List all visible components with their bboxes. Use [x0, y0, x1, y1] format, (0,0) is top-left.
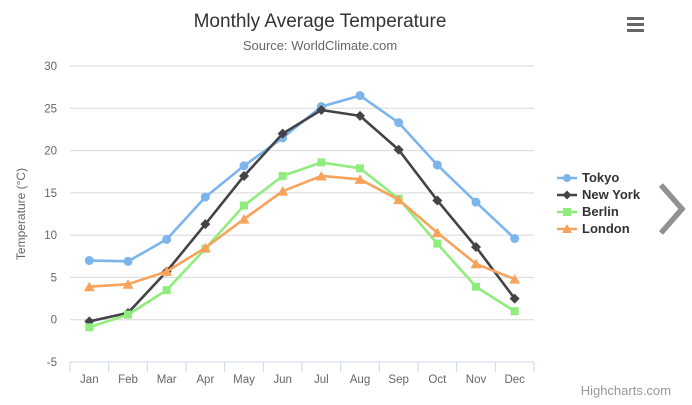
series-london[interactable] — [83, 170, 521, 292]
legend-item-label: Tokyo — [582, 170, 620, 185]
y-tick-label: 20 — [44, 146, 57, 158]
x-tick-label: Feb — [118, 374, 138, 386]
x-tick-label: Sep — [388, 374, 408, 386]
y-axis-labels: -5 0 5 10 15 20 25 30 — [44, 61, 57, 369]
x-axis: Jan Feb Mar Apr May Jun Jul Aug Sep Oct Nov Dec — [69, 361, 535, 386]
legend-marker-diamond — [557, 190, 577, 199]
legend-item-new-york[interactable]: New York — [557, 186, 640, 203]
chart-subtitle: Source: WorldClimate.com — [242, 38, 398, 53]
y-gridlines — [70, 65, 534, 363]
x-tick-label: Dec — [504, 374, 525, 386]
context-menu-button[interactable] — [623, 12, 648, 36]
y-tick-label: -5 — [47, 357, 57, 369]
legend-item-label: Berlin — [582, 204, 619, 219]
highcharts-credit-link[interactable]: Highcharts.com — [580, 383, 671, 398]
x-tick-label: Mar — [157, 374, 177, 386]
legend-item-label: New York — [582, 187, 641, 202]
chart-legend: Tokyo New York Berlin London — [557, 169, 640, 237]
x-tick-label: Jul — [314, 374, 329, 386]
y-tick-label: 5 — [51, 272, 57, 284]
y-tick-label: 0 — [51, 315, 57, 327]
x-tick-label: Aug — [350, 374, 370, 386]
x-tick-label: May — [233, 374, 255, 386]
chevron-right-icon[interactable] — [656, 180, 688, 238]
x-tick-label: Oct — [428, 374, 447, 386]
y-axis-title: Temperature (°C) — [14, 168, 28, 260]
legend-item-tokyo[interactable]: Tokyo — [557, 169, 640, 186]
x-tick-label: Jan — [80, 374, 99, 386]
chart-title: Monthly Average Temperature — [193, 11, 447, 32]
y-tick-label: 15 — [44, 188, 57, 200]
legend-item-london[interactable]: London — [557, 220, 640, 237]
legend-marker-triangle — [557, 223, 577, 233]
series-new-york[interactable] — [84, 104, 520, 327]
legend-marker-circle — [557, 173, 577, 182]
legend-item-berlin[interactable]: Berlin — [557, 203, 640, 220]
x-tick-label: Nov — [466, 374, 487, 386]
y-tick-label: 25 — [44, 103, 57, 115]
y-tick-label: 30 — [44, 61, 57, 73]
series-berlin[interactable] — [85, 158, 519, 332]
x-tick-label: Apr — [196, 374, 214, 386]
legend-marker-square — [557, 207, 577, 216]
hamburger-menu-icon — [627, 16, 644, 32]
legend-item-label: London — [582, 221, 630, 236]
series-tokyo[interactable] — [84, 91, 520, 266]
y-tick-label: 10 — [44, 230, 57, 242]
x-tick-label: Jun — [273, 374, 292, 386]
